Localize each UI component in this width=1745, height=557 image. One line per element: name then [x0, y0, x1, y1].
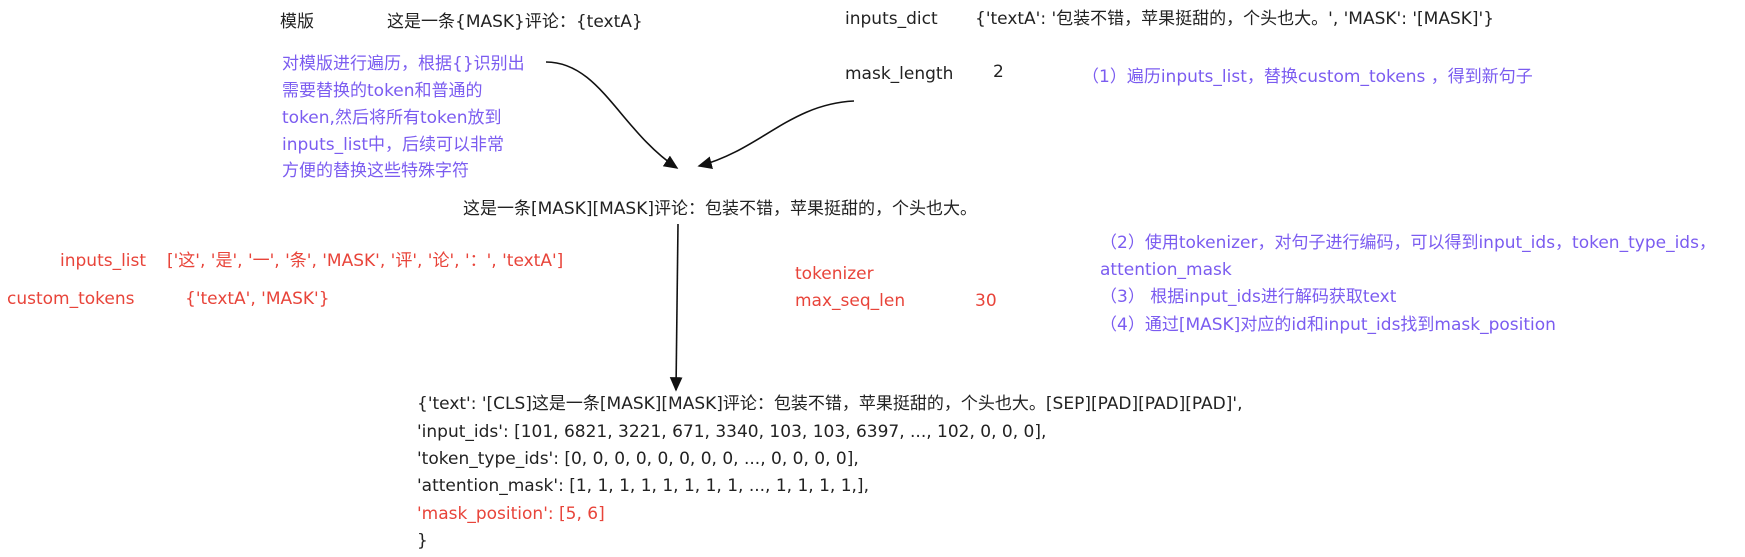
- output-line: {'text': '[CLS]这是一条[MASK][MASK]评论：包装不错，苹…: [417, 394, 1243, 414]
- note-line: inputs_list中，后续可以非常: [282, 135, 505, 155]
- output-line: 'input_ids': [101, 6821, 3221, 671, 3340…: [417, 422, 1047, 442]
- value: 30: [975, 291, 997, 311]
- note-line: 对模版进行遍历，根据{}识别出: [282, 54, 525, 74]
- sentence: 这是一条[MASK][MASK]评论：包装不错，苹果挺甜的，个头也大。: [463, 199, 977, 219]
- value: 2: [993, 62, 1004, 82]
- label: custom_tokens: [7, 289, 135, 309]
- step: （1）遍历inputs_list，替换custom_tokens ，得到新句子: [1082, 67, 1533, 87]
- label: max_seq_len: [795, 291, 906, 311]
- arrow: [697, 100, 855, 169]
- arrow: [669, 223, 683, 392]
- step: （4）通过[MASK]对应的id和input_ids找到mask_positio…: [1100, 315, 1556, 335]
- output-line: }: [417, 531, 428, 551]
- label: 模版: [280, 12, 314, 32]
- step: （2）使用tokenizer，对句子进行编码，可以得到input_ids，tok…: [1100, 233, 1716, 253]
- step: （3） 根据input_ids进行解码获取text: [1100, 287, 1397, 307]
- output-line: 'mask_position': [5, 6]: [417, 504, 605, 524]
- label: inputs_list: [60, 251, 147, 271]
- output-line: 'attention_mask': [1, 1, 1, 1, 1, 1, 1, …: [417, 476, 869, 496]
- note-line: 方便的替换这些特殊字符: [282, 161, 469, 181]
- output-line: 'token_type_ids': [0, 0, 0, 0, 0, 0, 0, …: [417, 449, 859, 469]
- label: tokenizer: [795, 264, 874, 284]
- arrow: [545, 61, 679, 169]
- label: mask_length: [845, 64, 954, 84]
- template-text: 这是一条{MASK}评论：{textA}: [387, 12, 643, 32]
- value: {'textA': '包装不错，苹果挺甜的，个头也大。', 'MASK': '[…: [975, 9, 1495, 29]
- label: inputs_dict: [845, 9, 938, 29]
- step: attention_mask: [1100, 260, 1232, 280]
- note-line: 需要替换的token和普通的: [282, 81, 483, 101]
- value: ['这', '是', '一', '条', 'MASK', '评', '论', '…: [167, 251, 564, 271]
- value: {'textA', 'MASK'}: [185, 289, 330, 309]
- note-line: token,然后将所有token放到: [282, 108, 502, 128]
